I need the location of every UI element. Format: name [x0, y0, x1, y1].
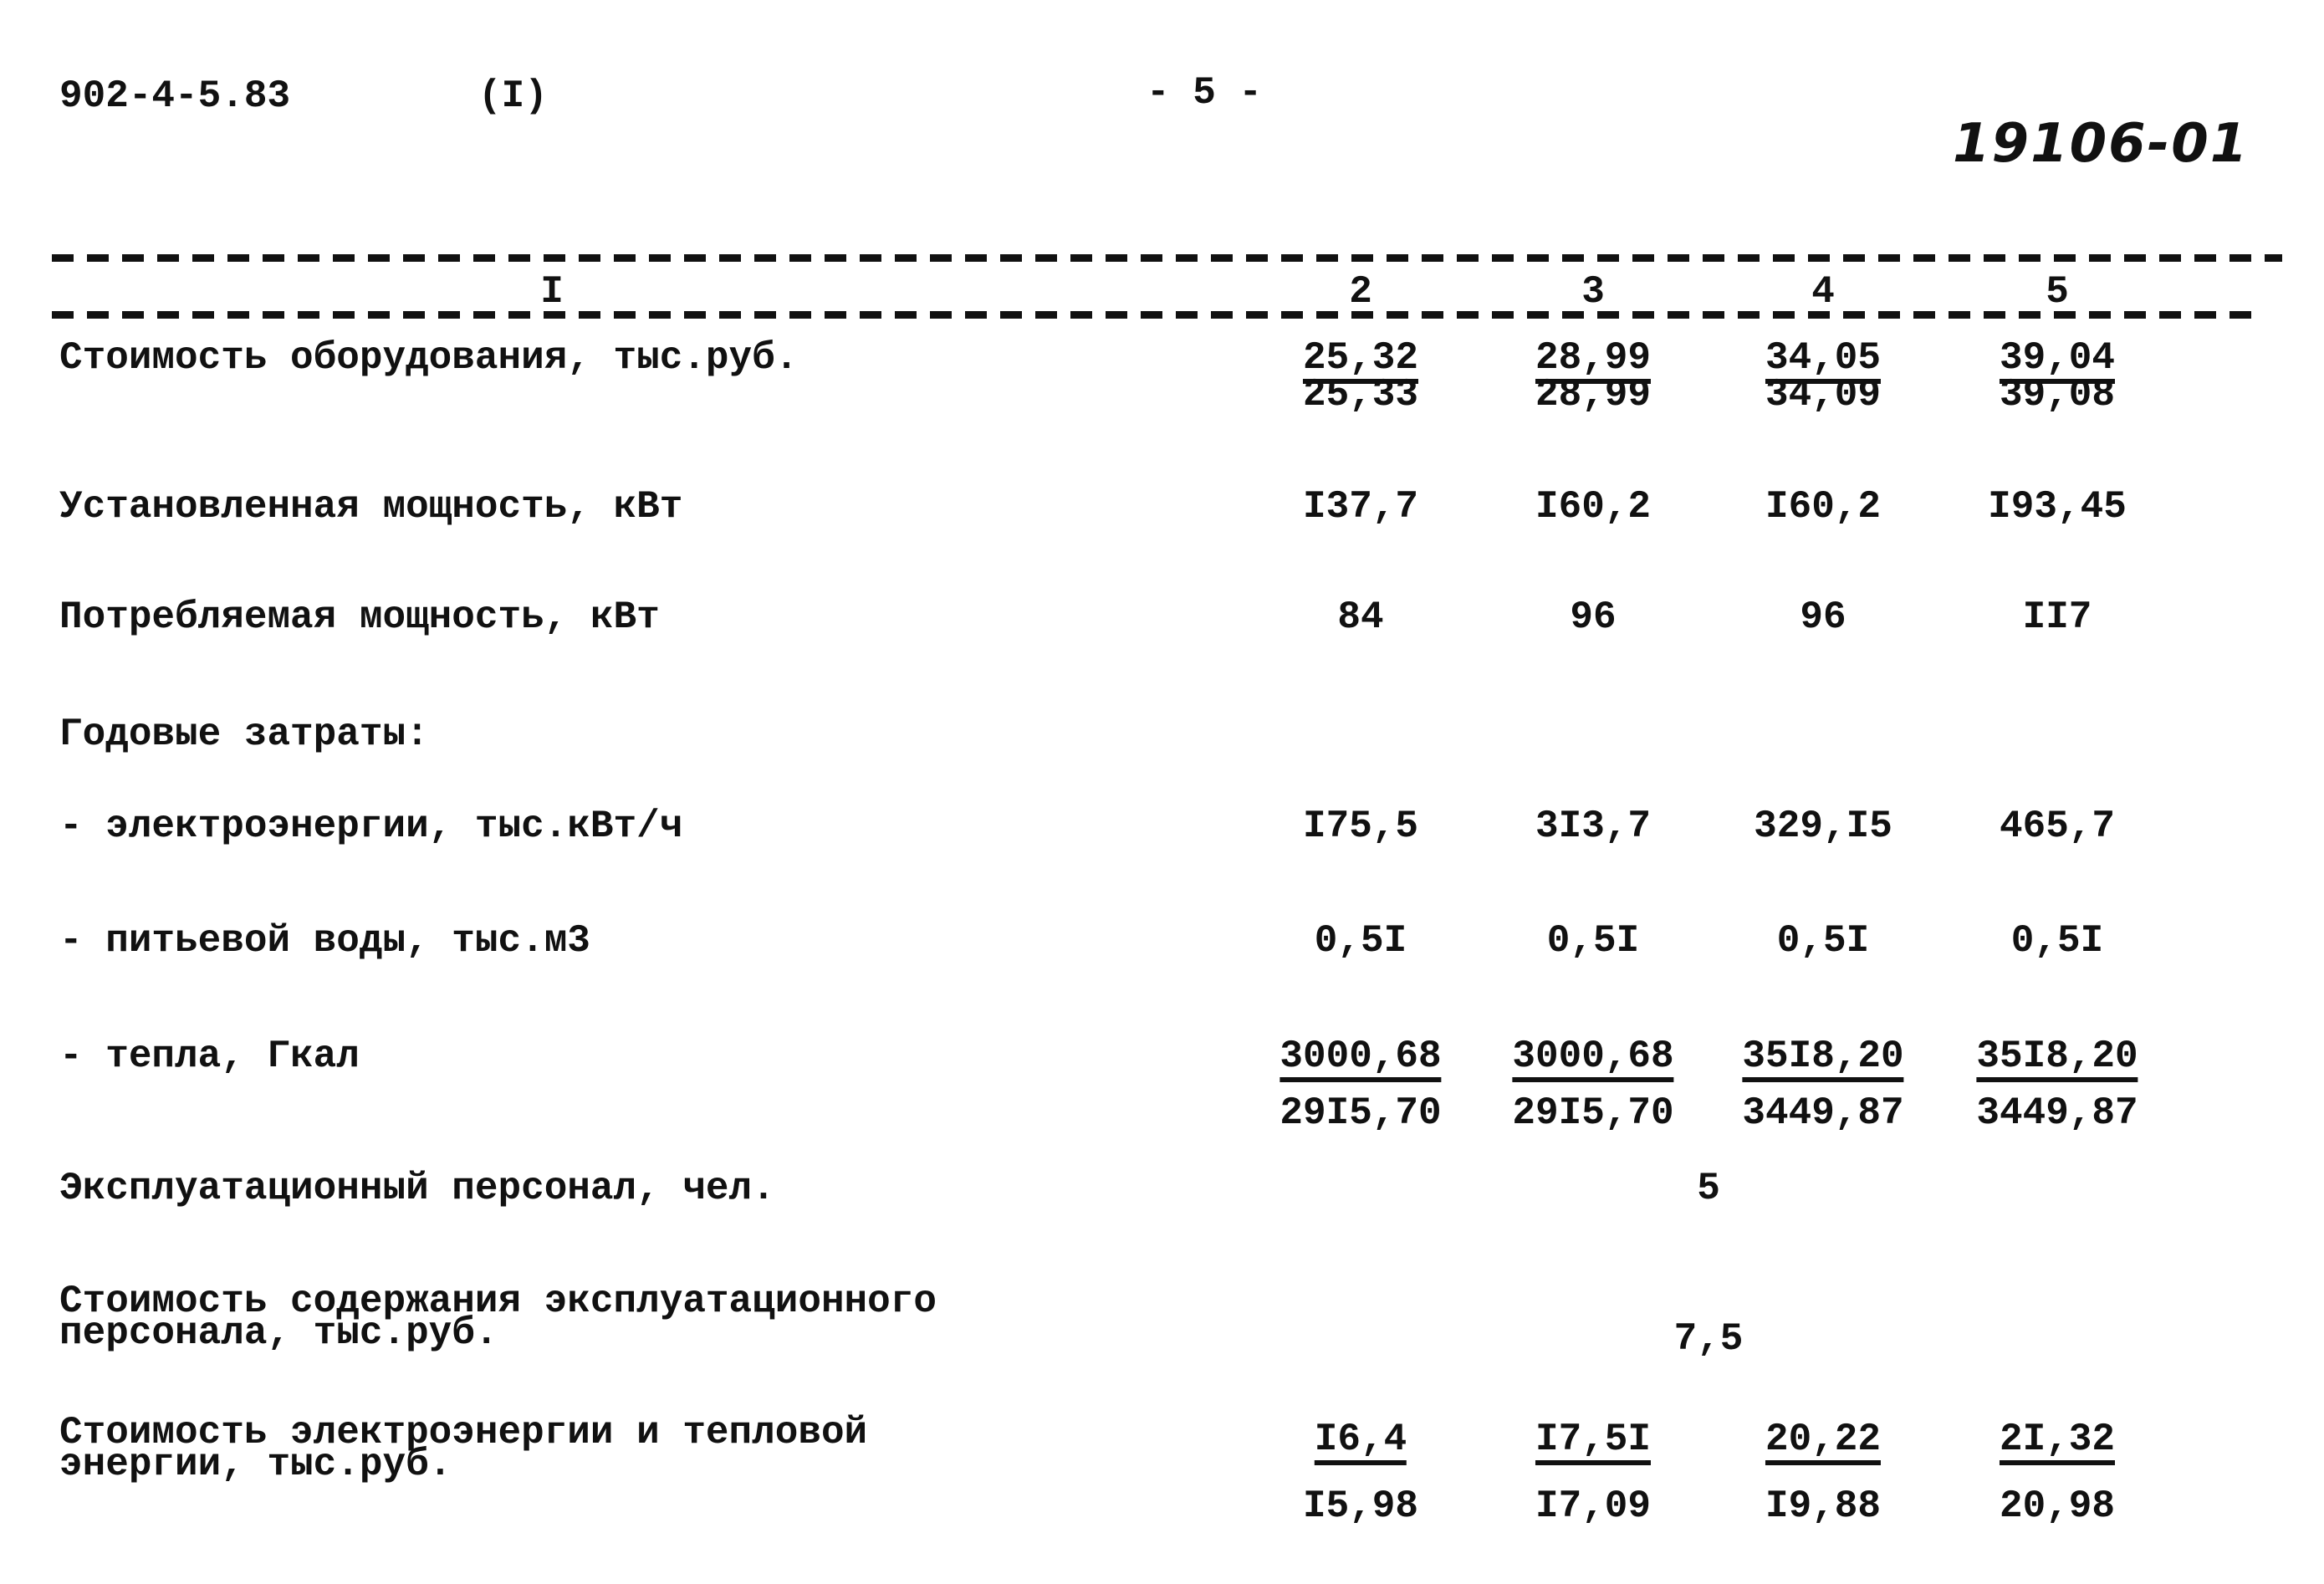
column-header: 5	[2046, 270, 2069, 314]
row-label: Стоимость электроэнергии и тепловой	[59, 1411, 868, 1454]
part-number: (I)	[478, 74, 548, 118]
column-header: 4	[1811, 270, 1835, 314]
row-label-continued: энергии, тыс.руб.	[59, 1443, 452, 1486]
row-label: Установленная мощность, кВт	[59, 485, 683, 529]
document-code: 902-4-5.83	[59, 74, 291, 118]
cell-value-denominator: 25,33	[1302, 373, 1419, 416]
merged-cell-value: 7,5	[1673, 1317, 1744, 1361]
cell-value-numerator: 3000,68	[1279, 1037, 1442, 1082]
cell-value: 329,I5	[1754, 805, 1892, 848]
column-header: 3	[1581, 270, 1605, 314]
row-label: - электроэнергии, тыс.кВт/ч	[59, 805, 683, 848]
cell-value: I75,5	[1302, 805, 1419, 848]
cell-value-numerator: I7,5I	[1535, 1420, 1652, 1465]
cell-value-numerator: 20,22	[1765, 1420, 1882, 1465]
cell-value: 0,5I	[2010, 919, 2104, 963]
cell-value-denominator: 39,08	[1999, 373, 2116, 416]
cell-value-numerator: 28,99	[1535, 339, 1652, 384]
row-label-continued: персонала, тыс.руб.	[59, 1311, 498, 1355]
cell-value: I60,2	[1535, 485, 1652, 529]
cell-value-denominator: 34,09	[1765, 373, 1882, 416]
table-header-rule	[52, 311, 2263, 319]
cell-value-denominator: I9,88	[1765, 1484, 1882, 1528]
row-label: Потребляемая мощность, кВт	[59, 595, 660, 639]
cell-value-numerator: I6,4	[1314, 1420, 1407, 1465]
cell-value: 0,5I	[1546, 919, 1640, 963]
cell-value: I60,2	[1765, 485, 1882, 529]
row-label: - тепла, Гкал	[59, 1035, 360, 1078]
column-header: I	[540, 270, 564, 314]
cell-value-denominator: 29I5,70	[1512, 1091, 1674, 1135]
cell-value-denominator: 3449,87	[1976, 1091, 2138, 1135]
cell-value-denominator: I7,09	[1535, 1484, 1652, 1528]
row-label: - питьевой воды, тыс.м3	[59, 919, 590, 963]
cell-value: 84	[1337, 595, 1384, 639]
cell-value-denominator: I5,98	[1302, 1484, 1419, 1528]
cell-value-numerator: 2I,32	[1999, 1420, 2116, 1465]
cell-value-numerator: 25,32	[1302, 339, 1419, 384]
row-label: Стоимость содержания эксплуатационного	[59, 1280, 937, 1323]
row-label: Стоимость оборудования, тыс.руб.	[59, 336, 799, 380]
cell-value-numerator: 35I8,20	[1742, 1037, 1904, 1082]
cell-value: II7	[2022, 595, 2092, 639]
page-number: - 5 -	[1146, 71, 1263, 115]
cell-value: I93,45	[1988, 485, 2127, 529]
cell-value-denominator: 29I5,70	[1279, 1091, 1442, 1135]
cell-value: 0,5I	[1776, 919, 1870, 963]
cell-value: 3I3,7	[1535, 805, 1652, 848]
cell-value: 465,7	[1999, 805, 2116, 848]
cell-value-numerator: 34,05	[1765, 339, 1882, 384]
cell-value-denominator: 3449,87	[1742, 1091, 1904, 1135]
cell-value-denominator: 28,99	[1535, 373, 1652, 416]
cell-value: 0,5I	[1314, 919, 1407, 963]
cell-value: 96	[1800, 595, 1846, 639]
table-top-rule	[52, 254, 2282, 262]
cell-value-numerator: 39,04	[1999, 339, 2116, 384]
column-header: 2	[1349, 270, 1372, 314]
cell-value: 96	[1570, 595, 1617, 639]
cell-value: I37,7	[1302, 485, 1419, 529]
row-label: Годовые затраты:	[59, 713, 429, 756]
row-label: Эксплуатационный персонал, чел.	[59, 1167, 775, 1210]
cell-value-numerator: 35I8,20	[1976, 1037, 2138, 1082]
stamp-number: 19106-01	[1953, 113, 2250, 175]
cell-value-denominator: 20,98	[1999, 1484, 2116, 1528]
cell-value-numerator: 3000,68	[1512, 1037, 1674, 1082]
merged-cell-value: 5	[1697, 1167, 1720, 1210]
